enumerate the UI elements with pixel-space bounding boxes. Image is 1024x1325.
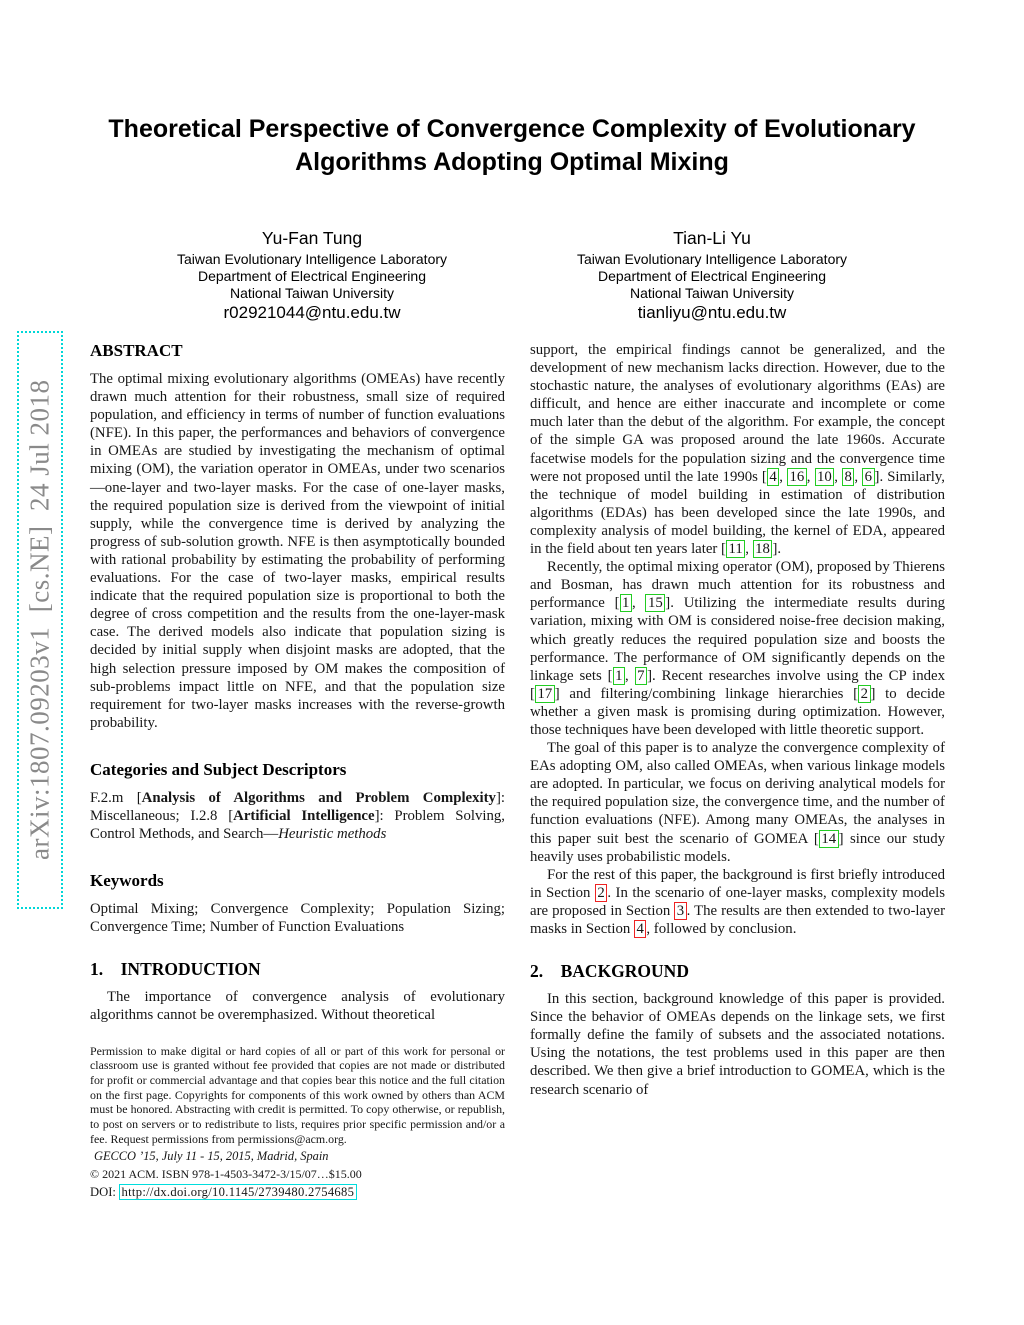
left-column: ABSTRACT The optimal mixing evolutionary…	[90, 341, 505, 1201]
citation-link[interactable]: 2	[858, 684, 871, 703]
permission-notice: Permission to make digital or hard copie…	[90, 1043, 505, 1146]
author-email: tianliyu@ntu.edu.tw	[637, 303, 787, 323]
author-affiliation: Taiwan Evolutionary Intelligence Laborat…	[576, 251, 848, 267]
citation-link[interactable]: 1	[612, 666, 625, 685]
section-ref-link[interactable]: 4	[633, 920, 647, 938]
paper-goal-paragraph: The goal of this paper is to analyze the…	[530, 740, 945, 865]
author-block-2: Tian-Li Yu Taiwan Evolutionary Intellige…	[512, 228, 912, 323]
keywords-heading: Keywords	[90, 871, 164, 891]
author-affiliation: National Taiwan University	[230, 284, 394, 301]
doi-link[interactable]: http://dx.doi.org/10.1145/2739480.275468…	[119, 1184, 357, 1201]
author-affiliation: Taiwan Evolutionary Intelligence Laborat…	[176, 251, 448, 267]
citation-link[interactable]: 1	[619, 594, 632, 613]
introduction-paragraph: The importance of convergence analysis o…	[90, 989, 505, 1024]
footnote-block: Permission to make digital or hard copie…	[90, 1044, 505, 1202]
citation-link[interactable]: 10	[814, 467, 835, 486]
citation-link[interactable]: 18	[752, 540, 773, 559]
author-affiliation: Department of Electrical Engineering	[197, 267, 426, 284]
keywords-paragraph: Optimal Mixing; Convergence Complexity; …	[90, 901, 505, 936]
introduction-heading: 1. INTRODUCTION	[90, 959, 261, 980]
paper-title: Theoretical Perspective of Convergence C…	[108, 115, 916, 176]
background-paragraph: In this section, background knowledge of…	[530, 991, 945, 1098]
doi-line: DOI: http://dx.doi.org/10.1145/2739480.2…	[90, 1184, 505, 1201]
intro-continued-paragraph: support, the empirical findings cannot b…	[530, 342, 946, 559]
citation-link[interactable]: 15	[645, 594, 666, 613]
conference-line: GECCO ’15, July 11 - 15, 2015, Madrid, S…	[94, 1149, 329, 1164]
background-heading: 2. BACKGROUND	[530, 961, 689, 982]
section-ref-link[interactable]: 3	[674, 901, 687, 920]
abstract-paragraph: The optimal mixing evolutionary algorith…	[90, 371, 505, 731]
citation-link[interactable]: 17	[534, 684, 555, 703]
author-email: r02921044@ntu.edu.tw	[223, 303, 401, 323]
author-affiliation: Department of Electrical Engineering	[597, 267, 826, 284]
arxiv-watermark-link[interactable]: arXiv:1807.09203v1 [cs.NE] 24 Jul 2018	[17, 331, 63, 909]
two-column-body: ABSTRACT The optimal mixing evolutionary…	[90, 341, 945, 1201]
categories-paragraph: F.2.m [Analysis of Algorithms and Proble…	[90, 789, 506, 843]
right-column: support, the empirical findings cannot b…	[530, 341, 945, 1201]
categories-heading: Categories and Subject Descriptors	[90, 759, 347, 779]
author-section: Yu-Fan Tung Taiwan Evolutionary Intellig…	[112, 228, 912, 323]
paper-outline-paragraph: For the rest of this paper, the backgrou…	[530, 866, 945, 938]
author-name: Yu-Fan Tung	[261, 228, 363, 248]
author-name: Tian-Li Yu	[673, 228, 751, 248]
author-affiliation: National Taiwan University	[630, 284, 794, 301]
author-block-1: Yu-Fan Tung Taiwan Evolutionary Intellig…	[112, 228, 512, 323]
citation-link[interactable]: 8	[842, 467, 855, 486]
optimal-mixing-paragraph: Recently, the optimal mixing operator (O…	[530, 559, 945, 738]
citation-link[interactable]: 6	[862, 467, 875, 486]
citation-link[interactable]: 7	[634, 666, 648, 685]
citation-link[interactable]: 14	[818, 829, 839, 848]
copyright-line: © 2021 ACM. ISBN 978-1-4503-3472-3/15/07…	[90, 1166, 362, 1181]
section-ref-link[interactable]: 2	[594, 883, 608, 902]
citation-link[interactable]: 16	[786, 467, 807, 486]
citation-link[interactable]: 4	[766, 467, 780, 486]
abstract-heading: ABSTRACT	[90, 341, 183, 360]
citation-link[interactable]: 11	[725, 540, 746, 559]
